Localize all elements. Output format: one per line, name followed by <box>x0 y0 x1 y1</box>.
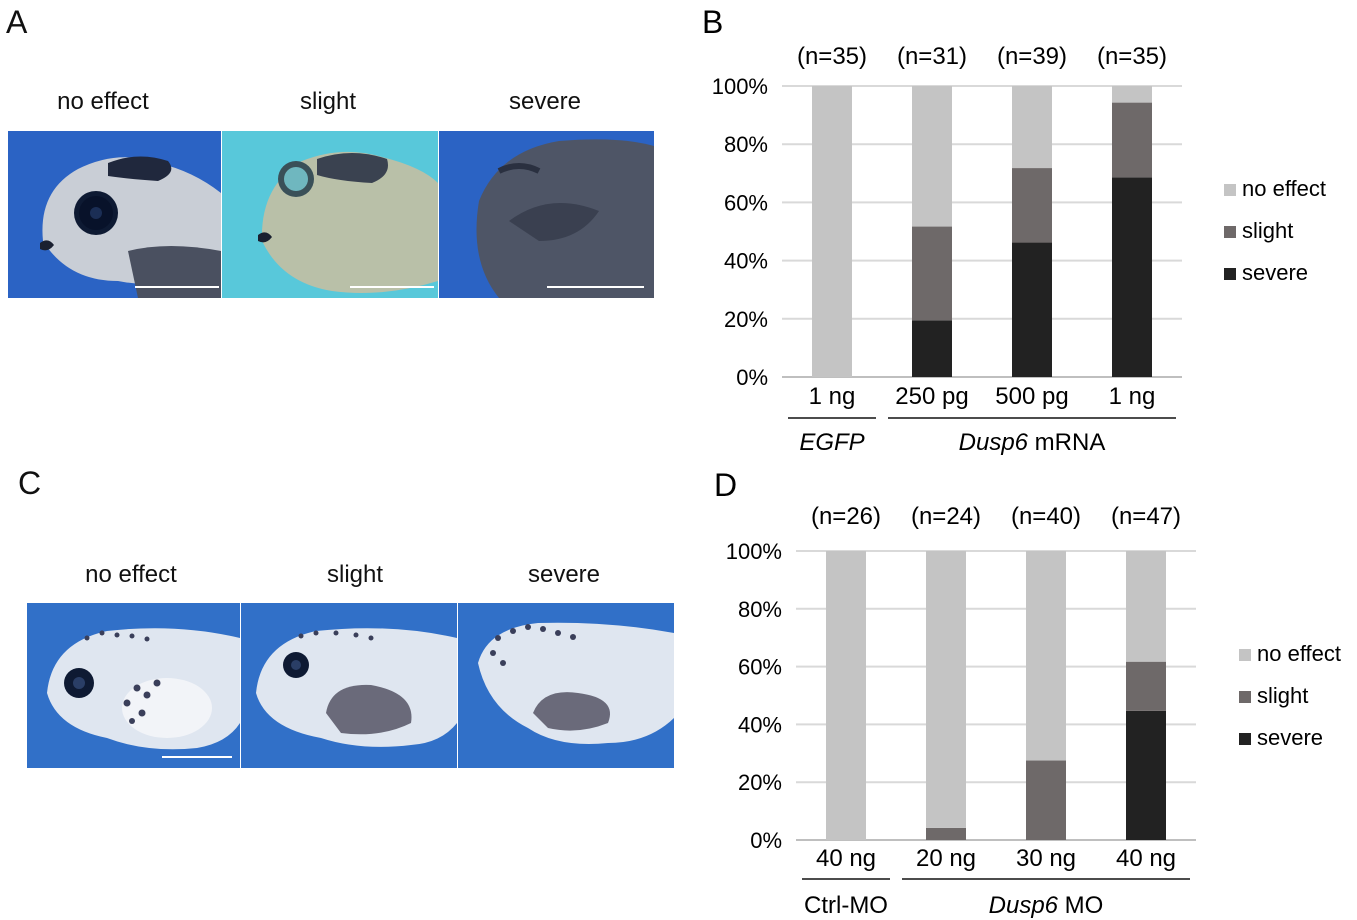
category-label: 1 ng <box>1109 383 1156 410</box>
bar-severe-2 <box>912 320 952 377</box>
n-label: (n=47) <box>1111 503 1181 530</box>
bar-slight-3 <box>1012 168 1052 243</box>
n-label: (n=31) <box>897 43 967 70</box>
legend-swatch-no-effect <box>1239 649 1251 661</box>
category-label: 250 pg <box>895 383 968 410</box>
legend-swatch-severe <box>1224 268 1236 280</box>
group-label: EGFP <box>799 429 864 456</box>
y-tick-label: 20% <box>738 770 782 795</box>
y-tick-label: 0% <box>750 828 782 853</box>
legend-swatch-slight <box>1239 691 1251 703</box>
bar-no-effect-4 <box>1112 86 1152 103</box>
caption-a-no-effect: no effect <box>57 88 149 115</box>
bar-severe-3 <box>1012 242 1052 377</box>
legend-swatch-severe <box>1239 733 1251 745</box>
caption-c-severe: severe <box>527 561 601 588</box>
panel-letter-d: D <box>714 467 737 503</box>
panel-letter-b: B <box>702 4 723 40</box>
tadpole-body-photo-no-effect <box>27 603 240 768</box>
tadpole-head-photo-severe <box>439 131 654 298</box>
y-tick-label: 0% <box>736 365 768 390</box>
group-label: Dusp6 mRNA <box>959 429 1106 456</box>
category-label: 30 ng <box>1016 845 1076 872</box>
legend-swatch-no-effect <box>1224 184 1236 196</box>
scale-bar <box>350 286 434 288</box>
caption-a-slight: slight <box>299 88 357 115</box>
bar-no-effect-2 <box>926 551 966 828</box>
legend-label: severe <box>1242 260 1308 285</box>
n-label: (n=24) <box>911 503 981 530</box>
stacked-bar-chart-d: D 0% 20% 40% 60% 80% 100% (n=26) 40 ng (n=24) 20 n… <box>714 467 1341 919</box>
stacked-bar-chart-b: B 0% 20% 40% 60% 80% 100% (n=35) 1 ng (n=31) 250 p… <box>702 4 1326 456</box>
caption-a-severe: severe <box>508 88 582 115</box>
caption-c-slight: slight <box>326 561 384 588</box>
bar-no-effect-1 <box>812 86 852 377</box>
bar-severe-4 <box>1126 710 1166 840</box>
n-label: (n=35) <box>797 43 867 70</box>
category-label: 500 pg <box>995 383 1068 410</box>
bar-slight-4 <box>1112 102 1152 178</box>
n-label: (n=40) <box>1011 503 1081 530</box>
group-label: Dusp6 MO <box>989 892 1104 919</box>
bar-no-effect-3 <box>1026 551 1066 761</box>
n-label: (n=39) <box>997 43 1067 70</box>
group-label: Ctrl-MO <box>804 892 888 919</box>
bar-no-effect-3 <box>1012 86 1052 169</box>
legend-swatch-slight <box>1224 226 1236 238</box>
scale-bar <box>135 286 219 288</box>
legend-label: severe <box>1257 725 1323 750</box>
caption-c-no-effect: no effect <box>85 561 177 588</box>
scale-bar <box>162 756 232 758</box>
panel-letter-a: A <box>6 4 28 40</box>
bar-no-effect-2 <box>912 86 952 227</box>
tadpole-body-photo-slight <box>241 603 457 768</box>
y-tick-label: 80% <box>724 132 768 157</box>
y-tick-label: 100% <box>726 539 782 564</box>
tadpole-head-photo-no-effect <box>8 131 221 298</box>
category-label: 40 ng <box>816 845 876 872</box>
n-label: (n=26) <box>811 503 881 530</box>
bar-no-effect-1 <box>826 551 866 840</box>
y-tick-label: 40% <box>738 712 782 737</box>
bar-severe-4 <box>1112 177 1152 377</box>
y-tick-label: 80% <box>738 597 782 622</box>
bar-slight-3 <box>1026 760 1066 840</box>
n-label: (n=35) <box>1097 43 1167 70</box>
y-tick-label: 20% <box>724 307 768 332</box>
y-tick-label: 60% <box>724 190 768 215</box>
category-label: 40 ng <box>1116 845 1176 872</box>
legend-label: slight <box>1242 218 1293 243</box>
legend-label: slight <box>1257 683 1308 708</box>
bar-slight-2 <box>926 827 966 840</box>
tadpole-head-photo-slight <box>222 131 438 298</box>
legend-label: no effect <box>1242 176 1326 201</box>
tadpole-body-photo-severe <box>458 603 674 768</box>
y-tick-label: 60% <box>738 655 782 680</box>
legend-label: no effect <box>1257 641 1341 666</box>
bar-slight-2 <box>912 226 952 321</box>
scale-bar <box>547 286 644 288</box>
y-tick-label: 100% <box>712 74 768 99</box>
y-tick-label: 40% <box>724 249 768 274</box>
panel-letter-c: C <box>18 465 42 501</box>
bar-slight-4 <box>1126 661 1166 711</box>
category-label: 20 ng <box>916 845 976 872</box>
category-label: 1 ng <box>809 383 856 410</box>
bar-no-effect-4 <box>1126 551 1166 662</box>
